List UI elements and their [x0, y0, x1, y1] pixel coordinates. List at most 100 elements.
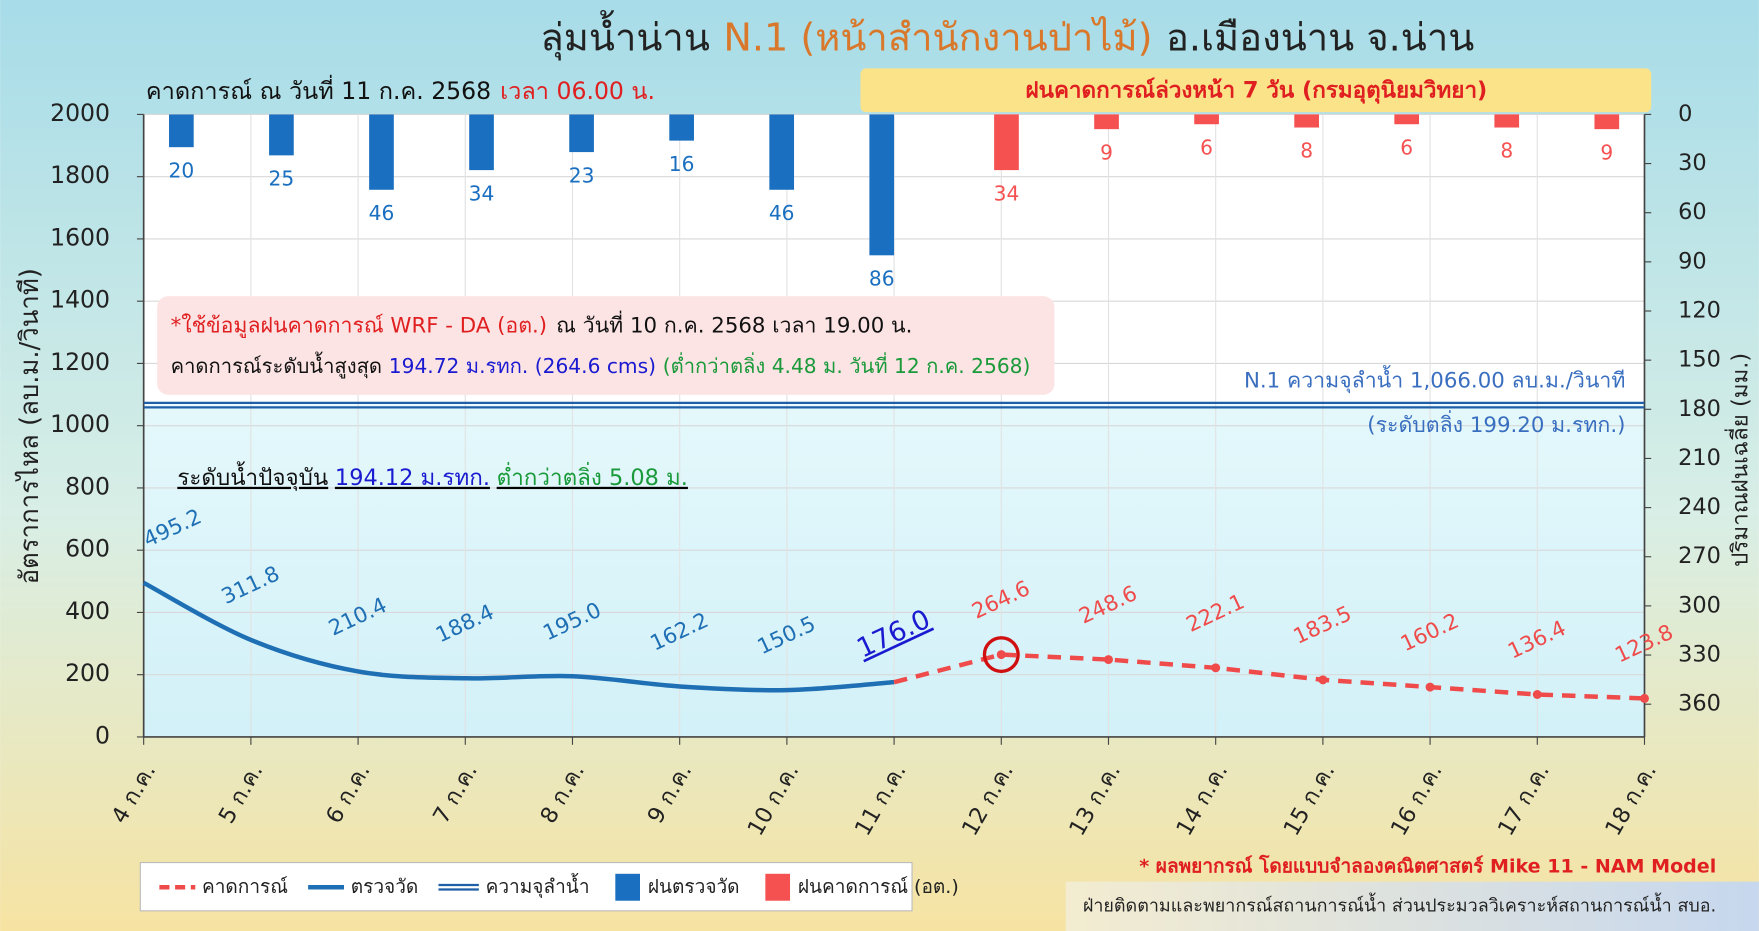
subtitle: คาดการณ์ ณ วันที่ 11 ก.ค. 2568 เวลา 06.00…: [146, 73, 655, 104]
rain-label: 9: [1100, 140, 1113, 164]
max-level-part: คาดการณ์ระดับน้ำสูงสุด: [171, 350, 382, 378]
forecast-point: [1318, 675, 1328, 685]
rain-label: 34: [994, 181, 1020, 205]
rain-bar: [1294, 114, 1319, 128]
rain-bar: [269, 114, 294, 156]
current-level-note: ระดับน้ำปัจจุบัน 194.12 ม.รทก. ต่ำกว่าตลิ่…: [177, 460, 688, 490]
capacity-note: (ระดับตลิ่ง 199.20 ม.รทก.): [1367, 410, 1625, 438]
subtitle-part: เวลา 06.00 น.: [500, 76, 655, 104]
y-tick-label: 200: [65, 659, 110, 687]
legend-label: ตรวจวัด: [351, 876, 419, 898]
rain-label: 86: [869, 266, 895, 290]
rain-label: 46: [769, 201, 795, 225]
y-tick-label: 2000: [50, 99, 110, 127]
y2-tick-label: 30: [1678, 150, 1707, 176]
rain-banner-box: [860, 68, 1652, 113]
y-tick-label: 1200: [50, 348, 110, 376]
rain-label: 25: [269, 167, 295, 191]
info-box: [157, 296, 1055, 395]
rain-bar: [469, 114, 494, 171]
rain-label: 16: [669, 152, 695, 176]
current-level-part: ต่ำกว่าตลิ่ง 5.08 ม.: [497, 460, 688, 490]
rain-bar: [1094, 114, 1119, 130]
rain-label: 20: [169, 158, 195, 182]
rain-label: 46: [369, 201, 395, 225]
y2-tick-label: 300: [1678, 592, 1721, 618]
y2-tick-label: 90: [1678, 248, 1707, 274]
y2-tick-label: 60: [1678, 199, 1707, 225]
peak-marker: [982, 636, 1020, 674]
forecast-point: [1425, 682, 1435, 692]
wrf-part: *ใช้ข้อมูลฝนคาดการณ์ WRF - DA (อต.): [171, 313, 548, 338]
rain-label: 34: [469, 181, 495, 205]
rain-bar: [994, 114, 1019, 171]
y-tick-label: 600: [65, 535, 110, 563]
legend-label: คาดการณ์: [202, 875, 288, 898]
legend-label: ความจุลำน้ำ: [486, 873, 590, 899]
y2-tick-label: 330: [1678, 642, 1721, 668]
rain-label: 9: [1600, 140, 1613, 164]
forecast-point: [1103, 655, 1113, 665]
forecast-point: [1532, 690, 1542, 699]
rain-bar: [669, 114, 694, 141]
rain-bar: [1594, 114, 1620, 130]
subtitle-part: คาดการณ์ ณ วันที่ 11 ก.ค. 2568: [146, 73, 491, 104]
y2-tick-label: 150: [1678, 347, 1721, 373]
rain-label: 8: [1500, 139, 1513, 163]
footer-note: * ผลพยากรณ์ โดยแบบจำลองคณิตศาสตร์ Mike 1…: [1139, 855, 1716, 878]
y-tick-label: 1600: [50, 223, 110, 251]
y2-tick-label: 0: [1678, 101, 1692, 127]
y2-axis-label: ปริมาณฝนเฉลี่ย (มม.): [1723, 353, 1753, 567]
credit-box: [1065, 881, 1759, 931]
legend-label: ฝนคาดการณ์ (อต.): [798, 875, 959, 898]
rain-bar: [569, 114, 594, 153]
y-tick-label: 1400: [50, 286, 110, 314]
title-part: ลุ่มน้ำน่าน: [540, 9, 710, 60]
y-tick-label: 0: [95, 721, 110, 749]
y-tick-label: 1000: [50, 410, 110, 438]
y2-tick-label: 210: [1678, 445, 1721, 471]
max-level-part: (ต่ำกว่าตลิ่ง 4.48 ม. วันที่ 12 ก.ค. 256…: [663, 351, 1031, 377]
y-axis-label: อัตราการไหล (ลบ.ม./วินาที): [15, 268, 45, 584]
rain-bar: [769, 114, 795, 190]
rain-bar: [869, 114, 895, 256]
wrf-note: *ใช้ข้อมูลฝนคาดการณ์ WRF - DA (อต.) ณ วัน…: [171, 310, 913, 338]
y-tick-label: 800: [65, 472, 110, 500]
y2-tick-label: 270: [1678, 543, 1721, 569]
chart-title: ลุ่มน้ำน่าน N.1 (หน้าสำนักงานป่าไม้) อ.เมื…: [540, 9, 1474, 60]
rain-bar: [169, 114, 194, 148]
legend-label: ฝนตรวจวัด: [648, 876, 740, 898]
observed-line: [142, 580, 895, 693]
rain-label: 8: [1300, 139, 1313, 163]
current-level-part: ระดับน้ำปัจจุบัน: [177, 460, 328, 490]
forecast-point: [1211, 663, 1221, 673]
legend-swatch: [765, 873, 791, 901]
y2-tick-label: 240: [1678, 494, 1721, 520]
rain-banner: ฝนคาดการณ์ล่วงหน้า 7 วัน (กรมอุตุนิยมวิท…: [1025, 76, 1487, 104]
y-tick-label: 1800: [50, 161, 110, 189]
rain-label: 6: [1200, 135, 1213, 159]
current-level-part: 194.12 ม.รทก.: [335, 464, 490, 490]
y2-tick-label: 360: [1678, 691, 1721, 717]
rain-bar: [1494, 114, 1520, 128]
footer-credit: ฝ่ายติดตามและพยากรณ์สถานการณ์น้ำ ส่วนประ…: [1083, 892, 1716, 916]
y2-tick-label: 180: [1678, 396, 1721, 422]
forecast-line: [893, 652, 1645, 701]
forecast-point: [1640, 693, 1649, 703]
wrf-part: ณ วันที่ 10 ก.ค. 2568 เวลา 19.00 น.: [556, 310, 912, 338]
rain-bar: [369, 114, 394, 190]
rain-label: 6: [1400, 135, 1413, 159]
y-tick-label: 400: [65, 597, 110, 625]
legend-swatch: [615, 873, 640, 901]
rain-bar: [1194, 114, 1219, 125]
capacity-label: N.1 ความจุลำน้ำ 1,066.00 ลบ.ม./วินาที: [1244, 364, 1625, 393]
forecast-point: [996, 650, 1006, 660]
title-part: N.1 (หน้าสำนักงานป่าไม้): [723, 15, 1152, 59]
max-level-note: คาดการณ์ระดับน้ำสูงสุด 194.72 ม.รทก. (264…: [171, 350, 1031, 378]
max-level-part: 194.72 ม.รทก. (264.6 cms): [389, 353, 656, 377]
rain-label: 23: [569, 163, 595, 187]
y2-tick-label: 120: [1678, 298, 1721, 324]
title-part: อ.เมืองน่าน จ.น่าน: [1166, 15, 1474, 59]
